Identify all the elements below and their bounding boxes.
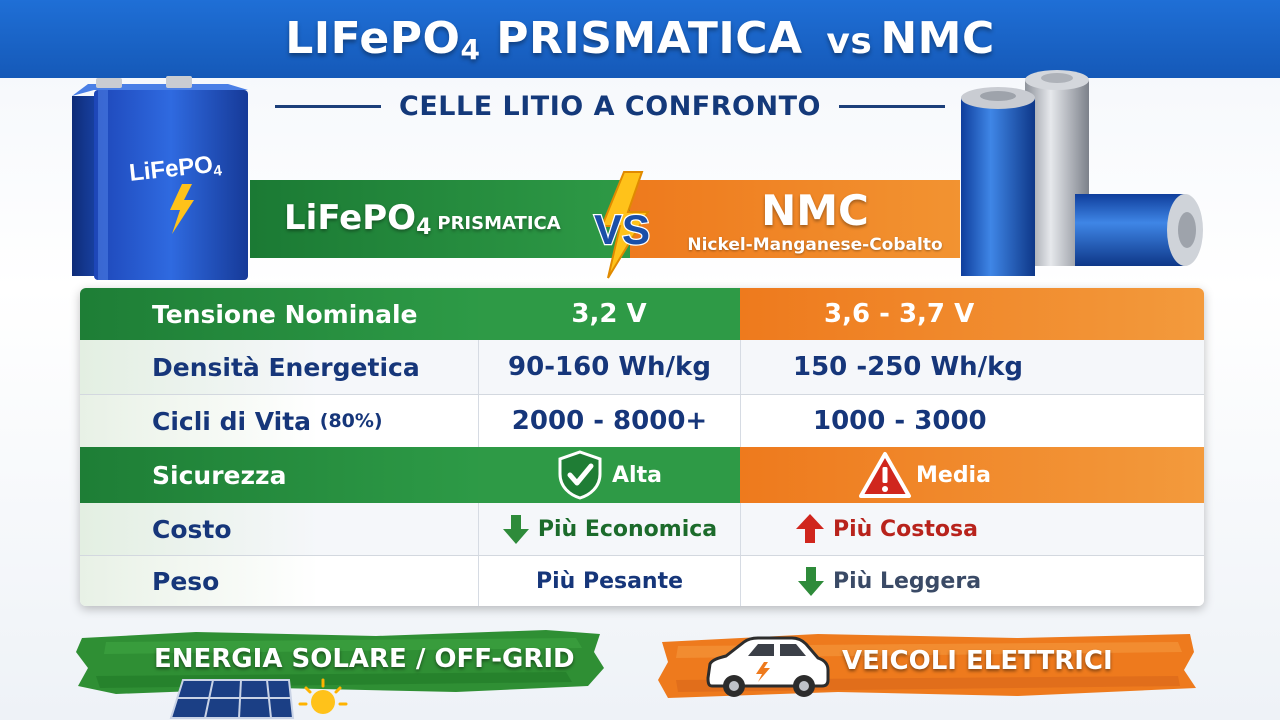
subtitle: CELLE LITIO A CONFRONTO [399, 90, 821, 122]
solar-label: ENERGIA SOLARE / OFF-GRID [154, 644, 575, 674]
lifepo4-value: Più Economica [478, 503, 740, 555]
title-part-1: LIFePO [285, 12, 461, 64]
row-label-note: (80%) [319, 410, 383, 432]
vs-text: VS [594, 206, 650, 253]
warning-triangle-icon [859, 452, 911, 498]
lifepo4-battery-icon: LiFePO4 [72, 76, 248, 280]
arrow-down-icon [502, 515, 529, 544]
table-row-safety: Sicurezza Alta Media [80, 447, 1204, 503]
vs-badge-icon: VS [593, 171, 651, 279]
table-row-cycles: Cicli di Vita (80%) 2000 - 8000+ 1000 - … [80, 395, 1204, 447]
header-band-lifepo4: LiFePO4 PRISMATICA [250, 180, 630, 258]
cost-lifepo4-text: Più Economica [537, 516, 718, 542]
title-vs: vs [826, 20, 873, 62]
nmc-value: Media [740, 447, 1204, 503]
row-label: Peso [80, 556, 478, 606]
lifepo4-value: 2000 - 8000+ [478, 395, 740, 447]
lifepo4-value: Più Pesante [478, 556, 740, 606]
title-part-2: PRISMATICA [480, 12, 803, 64]
weight-nmc-text: Più Leggera [833, 568, 982, 594]
header-nmc-name: NMC [761, 186, 869, 235]
ev-label: VEICOLI ELETTRICI [842, 646, 1113, 676]
lifepo4-value: Alta [478, 447, 740, 503]
nmc-value: Più Leggera [740, 556, 1204, 606]
table-row-weight: Peso Più Pesante Più Leggera [80, 556, 1204, 606]
header-nmc-label: NMC Nickel-Manganese-Cobalto [660, 183, 970, 263]
electric-car-icon [706, 636, 830, 697]
title-part-3: NMC [880, 12, 995, 64]
header-lifepo4-name: LiFePO [284, 198, 417, 238]
table-row-energy-density: Densità Energetica 90-160 Wh/kg 150 -250… [80, 340, 1204, 394]
row-label-text: Cicli di Vita [152, 406, 312, 436]
lifepo4-value: 90-160 Wh/kg [478, 340, 740, 394]
nmc-value: Più Costosa [740, 503, 1204, 555]
nmc-value: 1000 - 3000 [740, 395, 1204, 447]
title-subscript: 4 [460, 32, 481, 66]
nmc-cells-icon [961, 70, 1203, 276]
header-band-nmc [630, 180, 960, 258]
solar-panel-icon [169, 679, 295, 719]
nmc-value: 150 -250 Wh/kg [740, 340, 1204, 394]
header-lifepo4-label: LiFePO4 PRISMATICA [284, 198, 561, 240]
safety-lifepo4-text: Alta [612, 462, 662, 488]
comparison-table: Tensione Nominale 3,2 V 3,6 - 3,7 V Dens… [80, 288, 1204, 606]
lifepo4-value: 3,2 V [478, 288, 740, 340]
row-label: Densità Energetica [80, 340, 478, 394]
header-nmc-fullname: Nickel-Manganese-Cobalto [687, 235, 943, 255]
cost-nmc-text: Più Costosa [833, 516, 978, 542]
arrow-up-icon [796, 514, 824, 543]
safety-nmc-text: Media [916, 462, 991, 488]
nmc-value: 3,6 - 3,7 V [740, 288, 1204, 340]
sun-icon [298, 678, 348, 714]
row-label: Sicurezza [80, 447, 478, 503]
row-label: Costo [80, 503, 478, 555]
subtitle-line-left [275, 104, 382, 108]
shield-check-icon [558, 450, 602, 500]
table-row-cost: Costo Più Economica Più Costosa [80, 503, 1204, 555]
weight-lifepo4-text: Più Pesante [535, 568, 684, 594]
top-banner: LIFePO4 PRISMATICA vs NMC [0, 0, 1280, 78]
table-row-voltage: Tensione Nominale 3,2 V 3,6 - 3,7 V [80, 288, 1204, 340]
arrow-down-icon [798, 567, 824, 596]
subtitle-row: CELLE LITIO A CONFRONTO [275, 86, 945, 126]
row-separator [80, 555, 1204, 556]
row-label: Cicli di Vita (80%) [80, 395, 478, 447]
main-title: LIFePO4 PRISMATICA vs NMC [285, 13, 994, 66]
subtitle-line-right [838, 104, 945, 108]
header-lifepo4-suffix: PRISMATICA [437, 213, 561, 234]
row-label: Tensione Nominale [80, 288, 478, 340]
row-separator [80, 394, 1204, 395]
header-lifepo4-subscript: 4 [416, 215, 432, 240]
